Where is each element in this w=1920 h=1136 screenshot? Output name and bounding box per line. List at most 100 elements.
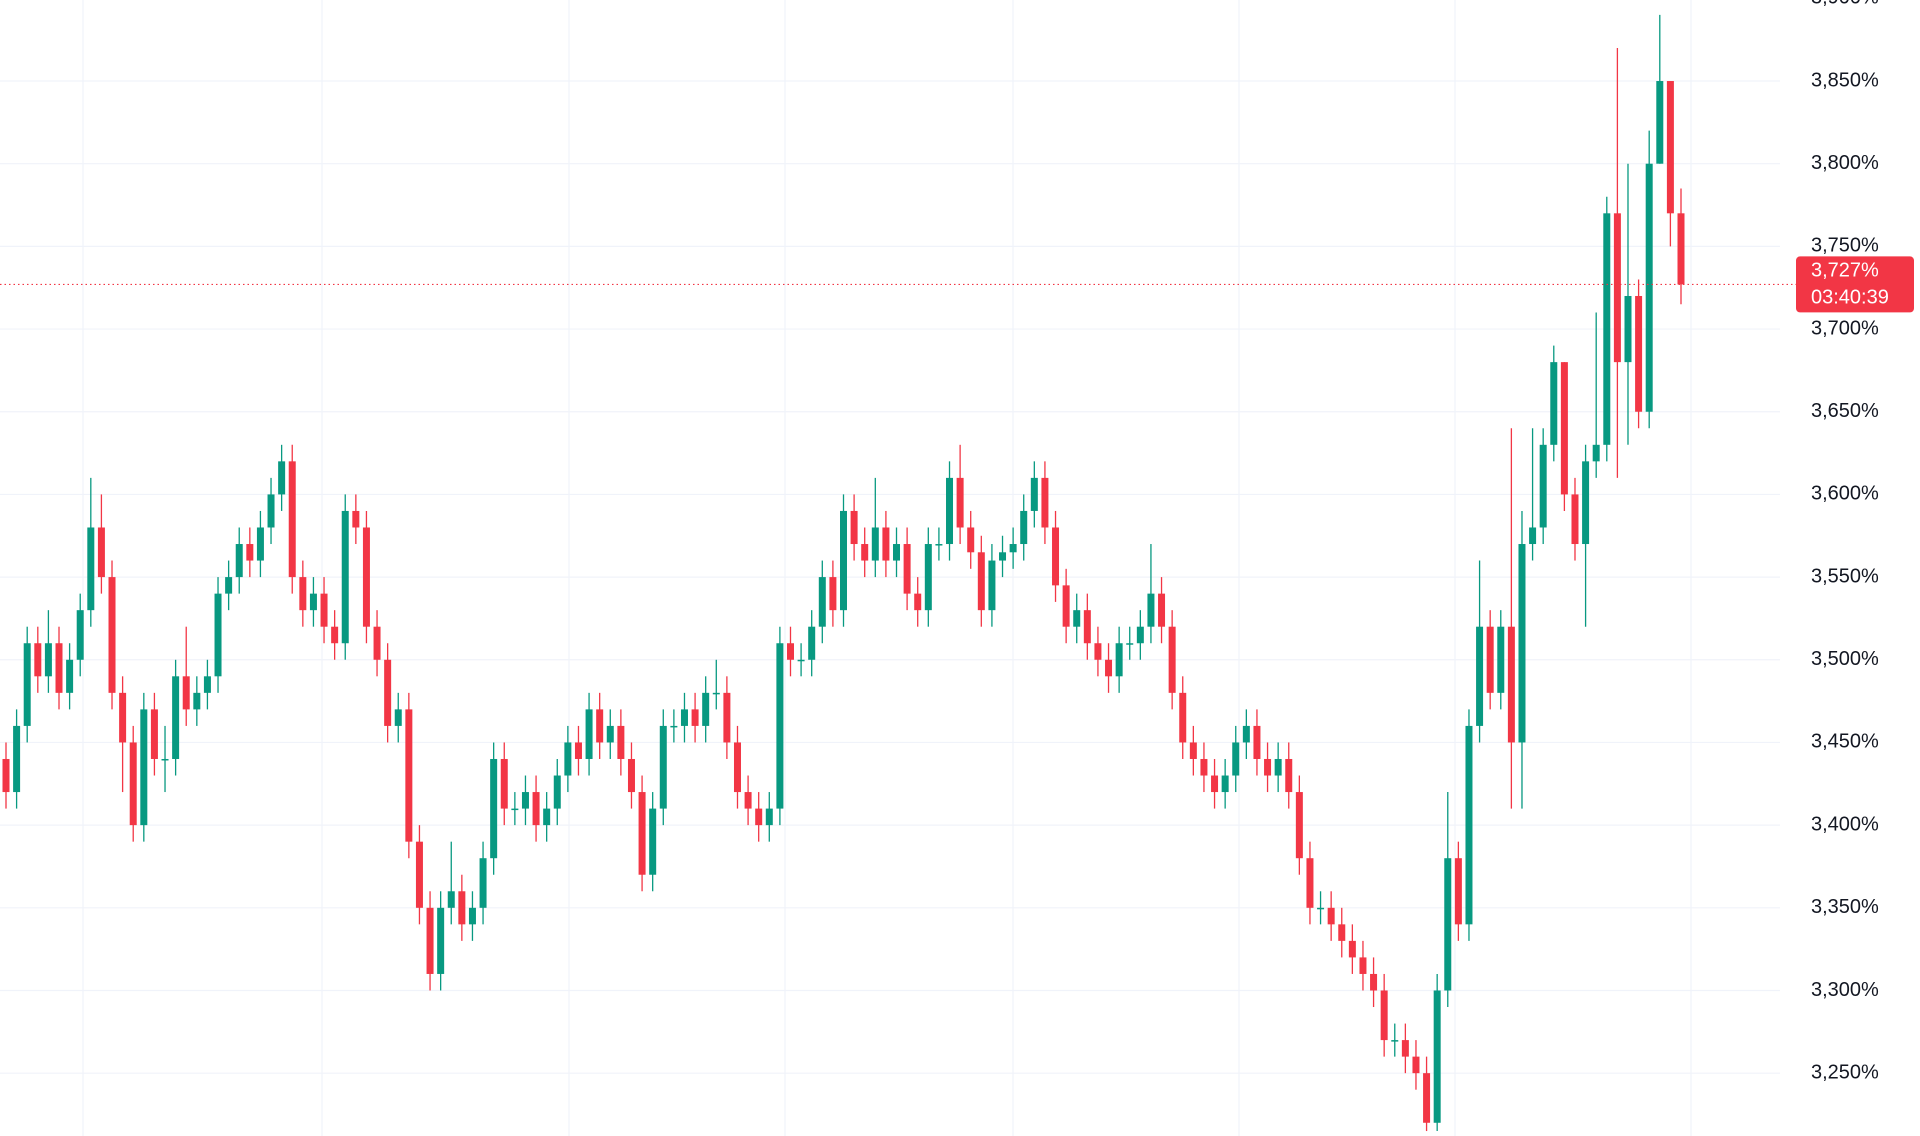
candle-body [1656,81,1664,164]
candle-body [1380,990,1388,1041]
candle-body [776,643,784,809]
candle-body [140,709,148,826]
candle-body [129,742,137,826]
candle-body [1062,585,1070,627]
candle-body [1136,626,1144,644]
candle-body [1582,461,1590,545]
y-tick-label: 3,250% [1811,1061,1879,1083]
candle-body [278,461,286,495]
candle-body [320,593,328,627]
y-tick-label: 3,900% [1811,0,1879,9]
candle-body [394,709,402,726]
candle-body [1645,163,1653,412]
y-tick-label: 3,750% [1811,235,1879,257]
candle-body [1624,295,1632,363]
candle-body [1359,957,1367,974]
candle-body [797,659,805,662]
candle-body [1507,626,1515,743]
candle-body [437,907,445,974]
candle-body [447,891,455,908]
candle-body [521,792,529,809]
candle-body [2,758,10,793]
candle-body [13,725,21,793]
candle-body [1264,758,1272,776]
candle-body [1391,1040,1399,1042]
candle-body [786,643,794,660]
candle-body [299,577,307,611]
candle-body [1677,213,1685,285]
candle-body [384,659,392,726]
candle-body [1476,626,1484,726]
candle-body [1327,907,1335,925]
y-tick-label: 3,800% [1811,152,1879,174]
candle-body [606,725,614,743]
last-price-label: 3,727% [1811,260,1879,282]
candle-body [755,808,763,826]
candle-body [1147,593,1155,627]
candle-body [1115,643,1123,677]
candle-body [935,544,943,546]
candle-body [1211,775,1219,793]
candle-body [87,527,95,611]
candle-body [490,758,498,859]
candle-body [1306,858,1314,908]
y-tick-label: 3,450% [1811,731,1879,753]
candle-body [924,544,932,611]
candle-body [1338,924,1346,941]
candle-body [1465,725,1473,925]
candle-body [553,775,561,809]
y-tick-label: 3,300% [1811,979,1879,1001]
candle-body [861,544,869,561]
candle-body [479,858,487,908]
candle-body [1221,775,1229,793]
countdown-label: 03:40:39 [1811,287,1889,309]
candle-body [1285,758,1293,793]
candle-body [426,907,434,974]
candle-body [1274,758,1282,776]
candle-body [680,709,688,726]
candle-body [818,577,826,627]
y-tick-label: 3,650% [1811,400,1879,422]
candle-body [999,552,1007,561]
candle-body [585,709,593,759]
candle-body [182,676,190,710]
candle-body [1571,494,1579,545]
candle-body [1168,626,1176,693]
candle-body [1052,527,1060,586]
candle-body [1444,858,1452,991]
candle-body [1666,81,1674,214]
candle-body [288,461,296,578]
candle-body [956,477,964,528]
candle-body [1348,940,1356,958]
last-price-badge [1796,256,1914,313]
candle-body [1126,643,1134,645]
candle-body [871,527,879,561]
candle-body [903,544,911,594]
candle-body [1200,758,1208,776]
candle-body [341,510,349,644]
candle-body [44,643,52,677]
candle-body [362,527,370,627]
candle-body [1232,742,1240,776]
candle-body [500,758,508,809]
candle-body [373,626,381,660]
candle-body [712,692,720,695]
candle-body [946,477,954,545]
candle-body [66,659,74,693]
candle-body [1073,610,1081,627]
y-tick-label: 3,500% [1811,648,1879,670]
candle-body [744,792,752,809]
candle-body [193,692,201,710]
candle-body [161,758,169,761]
candle-body [1041,477,1049,528]
candle-body [1317,907,1325,910]
candle-body [564,742,572,776]
y-tick-label: 3,350% [1811,896,1879,918]
candle-body [882,527,890,561]
candle-body [150,709,158,759]
y-tick-label: 3,850% [1811,69,1879,91]
candle-body [574,742,582,759]
y-tick-label: 3,600% [1811,483,1879,505]
